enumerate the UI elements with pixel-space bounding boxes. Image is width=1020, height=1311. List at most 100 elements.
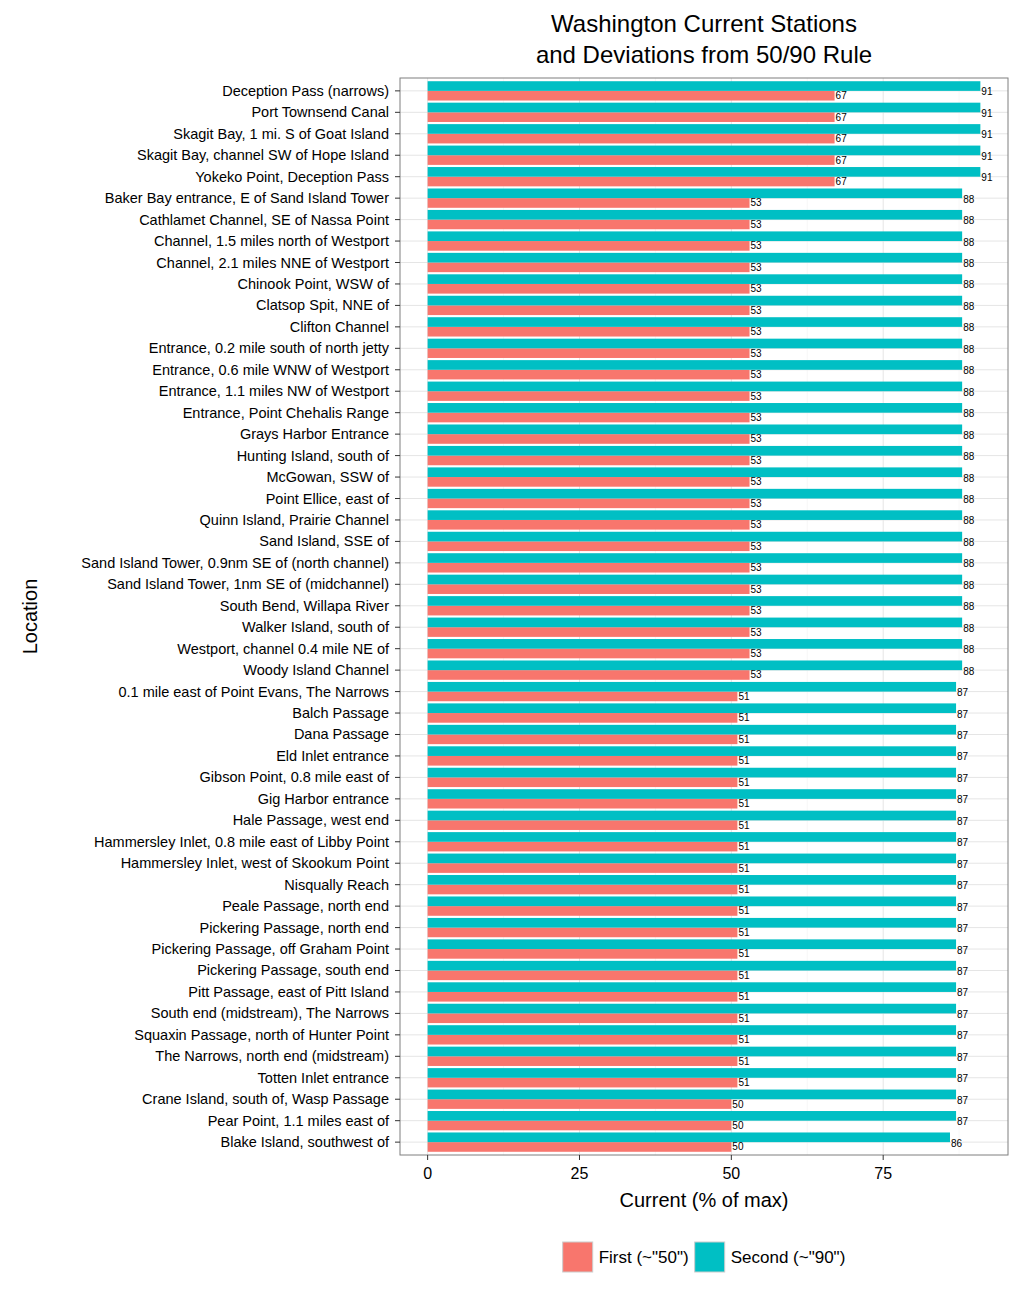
data-label: 53 (751, 240, 763, 251)
tick-mark (395, 262, 400, 263)
bar (428, 842, 738, 852)
category-label: Skagit Bay, 1 mi. S of Goat Island (173, 126, 389, 142)
category-label: Entrance, 1.1 miles NW of Westport (159, 383, 389, 399)
bar (428, 382, 963, 392)
data-label: 53 (751, 348, 763, 359)
bar (428, 863, 738, 873)
bar (428, 596, 963, 606)
tick-mark (395, 412, 400, 413)
data-label: 51 (738, 820, 750, 831)
data-label: 88 (963, 365, 975, 376)
category-label: Sand Island, SSE of (259, 533, 390, 549)
tick-mark (395, 391, 400, 392)
data-label: 87 (957, 1095, 969, 1106)
data-label: 88 (963, 237, 975, 248)
tick-mark (395, 1142, 400, 1143)
category-label: Entrance, 0.6 mile WNW of Westport (152, 362, 389, 378)
data-label: 51 (738, 798, 750, 809)
bar (428, 317, 963, 327)
bar (428, 854, 956, 864)
category-label: Clifton Channel (290, 319, 389, 335)
tick-mark (395, 562, 400, 563)
bar (428, 832, 956, 842)
bar (428, 928, 738, 938)
tick-mark (395, 798, 400, 799)
bar (428, 1013, 738, 1023)
bar (428, 1025, 956, 1035)
data-label: 51 (738, 755, 750, 766)
bar (428, 970, 738, 980)
tick-mark (395, 498, 400, 499)
data-label: 87 (957, 945, 969, 956)
bar (428, 885, 738, 895)
bar (428, 682, 956, 692)
category-label: Chinook Point, WSW of (238, 276, 390, 292)
data-label: 53 (751, 305, 763, 316)
tick-mark (395, 884, 400, 885)
category-label: Channel, 2.1 miles NNE of Westport (156, 255, 389, 271)
tick-mark (731, 1155, 732, 1160)
bar (428, 391, 750, 401)
data-label: 53 (751, 648, 763, 659)
data-label: 53 (751, 476, 763, 487)
bar (428, 982, 956, 992)
tick-mark (395, 241, 400, 242)
data-label: 53 (751, 197, 763, 208)
bar (428, 756, 738, 766)
bar (428, 1047, 956, 1057)
category-label: Port Townsend Canal (251, 104, 389, 120)
bar (428, 499, 750, 509)
bar (428, 1099, 732, 1109)
category-label: Grays Harbor Entrance (240, 426, 389, 442)
bar (428, 520, 750, 530)
tick-mark (395, 841, 400, 842)
data-label: 53 (751, 455, 763, 466)
data-label: 88 (963, 666, 975, 677)
category-label: Woody Island Channel (243, 662, 389, 678)
bar (428, 231, 963, 241)
bar (428, 167, 981, 177)
data-label: 51 (738, 905, 750, 916)
category-label: McGowan, SSW of (267, 469, 390, 485)
data-label: 88 (963, 558, 975, 569)
bars (428, 81, 981, 1152)
category-label: Deception Pass (narrows) (222, 83, 389, 99)
data-label: 88 (963, 258, 975, 269)
legend: First (~"50")Second (~"90") (563, 1242, 846, 1272)
data-label: 51 (738, 777, 750, 788)
category-label: Cathlamet Channel, SE of Nassa Point (139, 212, 389, 228)
data-label: 87 (957, 902, 969, 913)
data-label: 88 (963, 344, 975, 355)
category-label: Sand Island Tower, 1nm SE of (midchannel… (107, 576, 389, 592)
title-line: and Deviations from 50/90 Rule (536, 41, 872, 68)
data-label: 88 (963, 430, 975, 441)
data-label: 50 (732, 1099, 744, 1110)
bar (428, 725, 956, 735)
bar (428, 1056, 738, 1066)
data-label: 67 (836, 155, 848, 166)
data-label: 87 (957, 709, 969, 720)
title-line: Washington Current Stations (551, 10, 857, 37)
data-label: 67 (836, 112, 848, 123)
bar (428, 949, 738, 959)
bar (428, 660, 963, 670)
bar (428, 348, 750, 358)
bar (428, 177, 835, 187)
bar (428, 1142, 732, 1152)
bar (428, 1078, 738, 1088)
data-label: 67 (836, 176, 848, 187)
bar (428, 296, 963, 306)
tick-mark (395, 949, 400, 950)
tick-mark (395, 906, 400, 907)
data-label: 51 (738, 841, 750, 852)
bar (428, 649, 750, 659)
category-label: Pear Point, 1.1 miles east of (208, 1113, 390, 1129)
bar (428, 403, 963, 413)
legend-label: Second (~"90") (731, 1248, 846, 1267)
bar (428, 961, 956, 971)
data-label: 53 (751, 391, 763, 402)
bar (428, 541, 750, 551)
category-label: Hammersley Inlet, west of Skookum Point (121, 855, 389, 871)
category-label: Point Ellice, east of (266, 491, 390, 507)
bar (428, 124, 981, 134)
